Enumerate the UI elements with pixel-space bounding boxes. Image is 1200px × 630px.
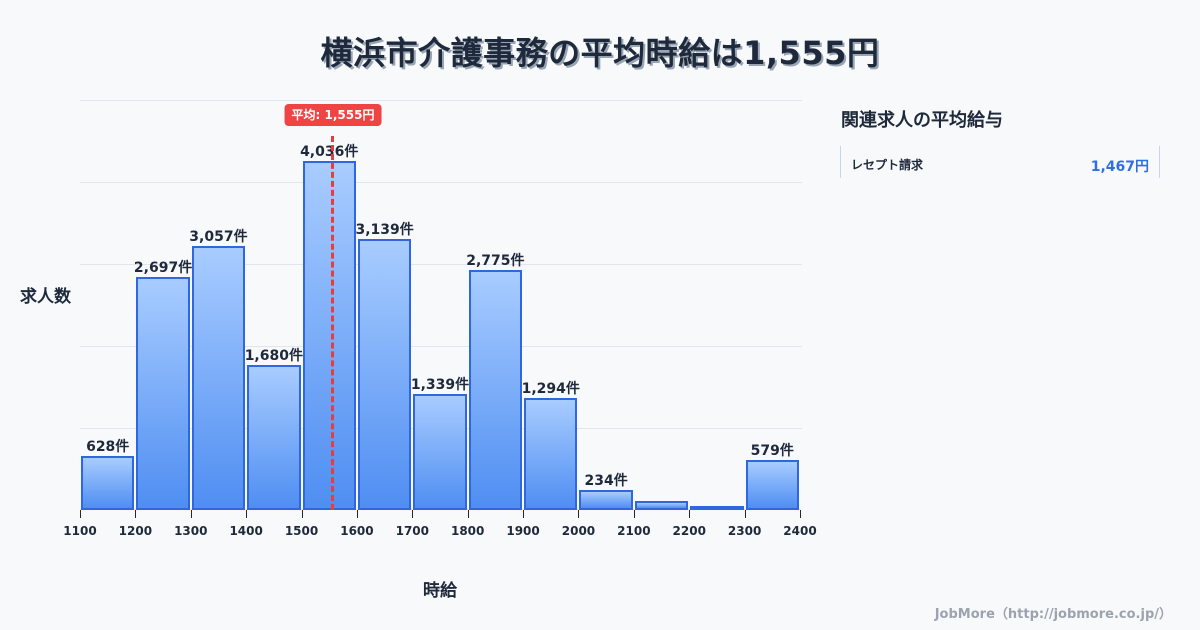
histogram-bar: [468, 270, 523, 510]
y-axis-label: 求人数: [20, 287, 71, 307]
footer-credit: JobMore（http://jobmore.co.jp/）: [934, 607, 1172, 622]
gridline: [80, 264, 802, 265]
x-axis-tick: [633, 510, 635, 518]
bar-value-label: 2,775件: [466, 253, 525, 269]
x-axis-tick: [80, 510, 81, 518]
x-axis-label: 時給: [423, 581, 457, 601]
x-axis-tick: [135, 510, 137, 518]
x-axis-tick: [689, 510, 691, 518]
x-axis-tick: [467, 510, 469, 518]
x-axis-tick: [523, 510, 525, 518]
average-line: [331, 136, 334, 510]
related-job-wage: 1,467円: [1090, 159, 1149, 175]
histogram-bar: [81, 456, 135, 510]
histogram-bar: [247, 365, 301, 510]
histogram-bar: [191, 246, 246, 510]
bar-value-label: 3,139件: [355, 222, 414, 238]
histogram-plot: 628件 2,697件 3,057件 1,680件 4,036件 3,139件 1,339件…: [63, 100, 817, 538]
x-axis-tick-label: 1900: [506, 524, 540, 538]
average-badge: 平均: 1,555円: [284, 104, 382, 126]
x-axis-tick-label: 1800: [450, 524, 485, 538]
x-axis-tick-label: 1300: [174, 524, 208, 538]
related-job-item[interactable]: レセプト請求 1,467円: [840, 146, 1160, 178]
bar-value-label: 1,294件: [521, 381, 580, 397]
bar-value-label: 628件: [86, 439, 130, 455]
x-axis-tick-label: 1700: [395, 524, 429, 538]
x-axis-tick: [578, 510, 580, 518]
x-axis-tick-label: 2400: [783, 524, 817, 538]
histogram-bar: [524, 398, 578, 510]
gridline: [80, 182, 802, 183]
x-axis-tick: [356, 510, 358, 518]
chart-title: 横浜市介護事務の平均時給は1,555円: [320, 34, 880, 72]
histogram-bar: [634, 501, 689, 510]
histogram-bar: [745, 460, 799, 510]
bar-value-label: 1,339件: [410, 377, 470, 393]
related-job-label: レセプト請求: [851, 158, 924, 172]
x-axis-tick: [744, 510, 746, 518]
x-axis-tick: [301, 510, 303, 518]
x-axis-tick-label: 1500: [284, 524, 319, 538]
x-axis-tick: [190, 510, 192, 518]
x-axis-tick-label: 1600: [340, 524, 374, 538]
x-axis-tick-label: 2000: [561, 524, 596, 538]
x-axis-tick-label: 1100: [63, 524, 97, 538]
bar-value-label: 3,057件: [189, 229, 248, 245]
bar-value-label: 2,697件: [133, 260, 193, 276]
histogram-bar: [413, 394, 467, 510]
x-axis-tick: [800, 510, 801, 518]
histogram-bar: [136, 277, 190, 510]
x-axis-tick-label: 1200: [118, 524, 153, 538]
histogram-bar: [690, 506, 744, 510]
histogram-bar: [302, 161, 356, 510]
related-jobs-title: 関連求人の平均給与: [841, 110, 1003, 131]
gridline: [80, 100, 802, 101]
bar-value-label: 579件: [750, 443, 794, 459]
x-axis-tick-label: 2100: [617, 524, 651, 538]
gridline: [80, 346, 802, 347]
bar-value-label: 1,680件: [244, 348, 303, 364]
histogram-bar: [579, 490, 633, 510]
bar-value-label: 4,036件: [300, 144, 359, 160]
bar-value-label: 234件: [584, 473, 628, 489]
x-axis-tick-label: 2200: [672, 524, 706, 538]
histogram-bar: [357, 239, 412, 510]
x-axis-tick: [412, 510, 414, 518]
x-axis-tick: [246, 510, 248, 518]
x-axis-tick-label: 2300: [727, 524, 762, 538]
x-axis-tick-label: 1400: [229, 524, 263, 538]
